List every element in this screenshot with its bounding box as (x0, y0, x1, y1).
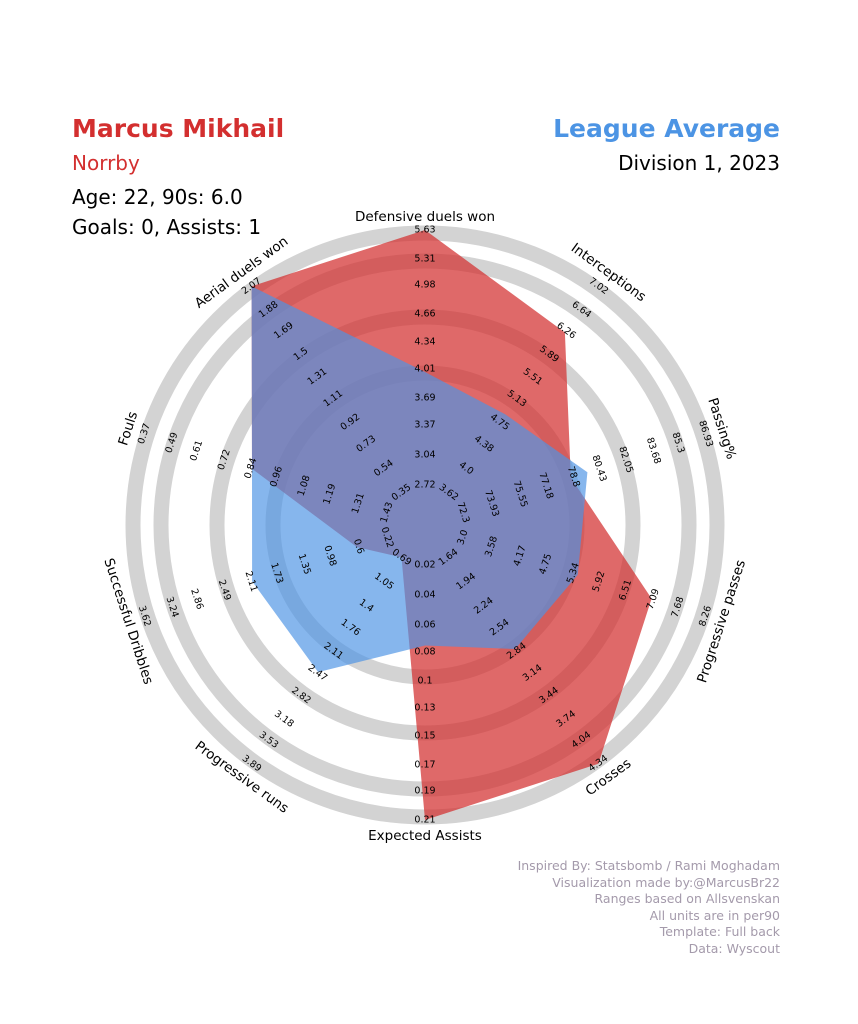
credit-line: Data: Wyscout (688, 940, 780, 956)
tick-label: 0.61 (188, 439, 205, 463)
credit-line: Inspired By: Statsbomb / Rami Moghadam (517, 858, 780, 873)
player-age-line: Age: 22, 90s: 6.0 (72, 185, 243, 209)
league-average-polygon (251, 286, 588, 673)
tick-label: 3.69 (414, 393, 435, 404)
axis-label: Defensive duels won (355, 209, 495, 225)
tick-label: 3.18 (272, 709, 296, 730)
comparison-subtitle: Division 1, 2023 (618, 151, 780, 175)
tick-label: 2.86 (188, 587, 205, 611)
tick-label: 7.09 (645, 587, 662, 611)
tick-label: 83.68 (644, 436, 663, 465)
tick-label: 0.06 (414, 620, 435, 631)
tick-label: 0.19 (414, 786, 435, 797)
comparison-title: League Average (553, 114, 780, 143)
tick-label: 3.04 (414, 450, 435, 461)
tick-label: 2.72 (414, 480, 435, 491)
tick-label: 4.98 (414, 280, 435, 291)
tick-label: 4.01 (414, 364, 435, 375)
tick-label: 3.37 (414, 420, 435, 431)
tick-label: 0.15 (414, 731, 435, 742)
tick-label: 0.21 (414, 815, 435, 826)
radar-polygons (251, 230, 652, 820)
tick-label: 0.08 (414, 647, 435, 658)
player-name: Marcus Mikhail (72, 114, 285, 143)
player-team: Norrby (72, 151, 140, 175)
tick-label: 0.6 (351, 538, 366, 556)
tick-label: 0.02 (414, 560, 435, 571)
tick-label: 4.34 (414, 337, 435, 348)
tick-label: 0.04 (414, 590, 435, 601)
credit-line: Template: Full back (659, 924, 780, 939)
credit-line: All units are in per90 (649, 907, 780, 923)
tick-label: 0.17 (414, 760, 435, 771)
axis-label: Expected Assists (368, 828, 482, 844)
tick-label: 5.63 (414, 225, 435, 236)
tick-label: 4.66 (414, 309, 435, 320)
credits-block: Inspired By: Statsbomb / Rami Moghadam V… (518, 858, 780, 957)
tick-label: 0.1 (417, 676, 432, 687)
tick-label: 0.13 (414, 703, 435, 714)
credit-line: Ranges based on Allsvenskan (594, 891, 781, 906)
tick-label: 80.43 (590, 454, 609, 483)
credit-line: Visualization made by:@MarcusBr22 (552, 874, 780, 890)
tick-label: 3.0 (455, 529, 470, 547)
tick-label: 5.31 (414, 254, 435, 265)
player-goals-line: Goals: 0, Assists: 1 (72, 215, 262, 239)
